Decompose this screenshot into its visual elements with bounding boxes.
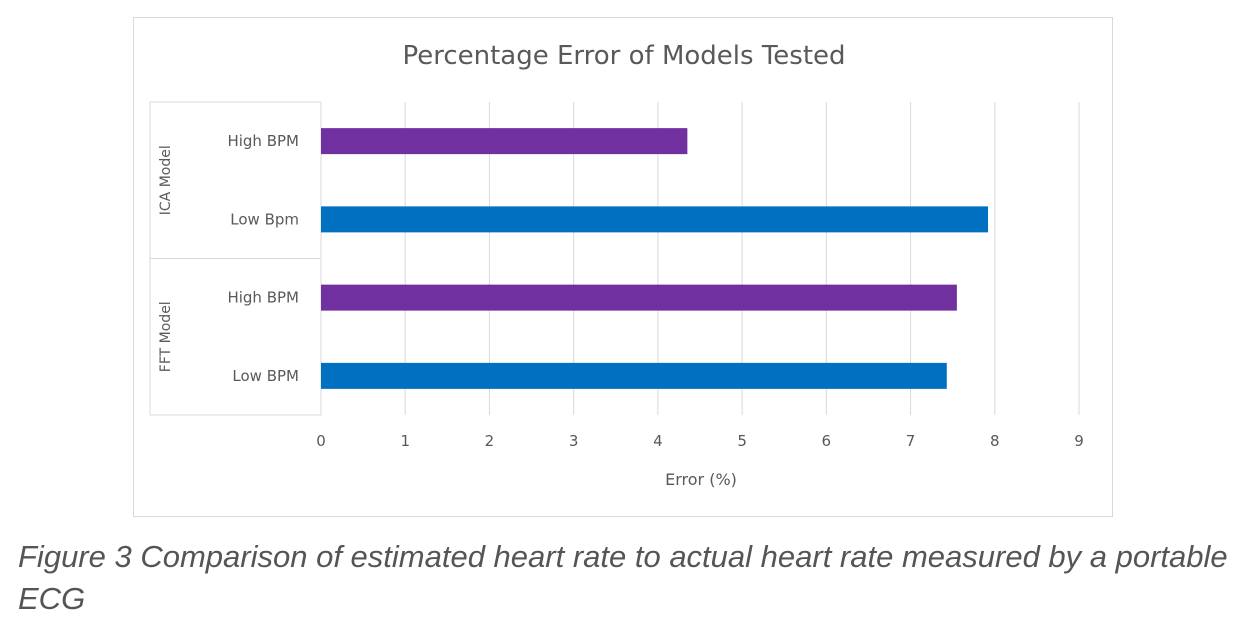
bars bbox=[321, 128, 989, 389]
bar-chart: Percentage Error of Models Tested ICA Mo… bbox=[149, 41, 1084, 489]
gridlines bbox=[404, 102, 1080, 415]
x-tick-label: 6 bbox=[822, 432, 832, 450]
bar bbox=[321, 362, 947, 389]
bar bbox=[321, 206, 989, 233]
group-label: ICA Model bbox=[158, 145, 174, 215]
x-tick-label: 4 bbox=[653, 432, 663, 450]
category-label: Low BPM bbox=[232, 367, 299, 385]
category-label: High BPM bbox=[227, 289, 299, 307]
x-tick-label: 2 bbox=[485, 432, 495, 450]
chart-frame: Percentage Error of Models Tested ICA Mo… bbox=[133, 17, 1113, 517]
x-tick-label: 7 bbox=[906, 432, 916, 450]
bar bbox=[321, 128, 688, 155]
x-tick-label: 3 bbox=[569, 432, 579, 450]
category-label: Low Bpm bbox=[230, 210, 299, 228]
x-tick-label: 0 bbox=[316, 432, 326, 450]
chart-title: Percentage Error of Models Tested bbox=[402, 41, 845, 71]
category-label: High BPM bbox=[227, 132, 299, 150]
x-tick-label: 1 bbox=[400, 432, 410, 450]
x-tick-label: 8 bbox=[990, 432, 1000, 450]
x-tick-label: 5 bbox=[737, 432, 747, 450]
x-tick-label: 9 bbox=[1074, 432, 1084, 450]
category-groups: ICA Model High BPM Low Bpm FFT Model High BP… bbox=[149, 101, 322, 416]
x-axis-ticks: 0 1 2 3 4 5 6 7 8 9 bbox=[316, 432, 1084, 450]
figure-caption: Figure 3 Comparison of estimated heart r… bbox=[18, 539, 1228, 616]
x-axis-title: Error (%) bbox=[665, 470, 737, 489]
bar bbox=[321, 284, 957, 311]
group-label: FFT Model bbox=[158, 301, 174, 372]
